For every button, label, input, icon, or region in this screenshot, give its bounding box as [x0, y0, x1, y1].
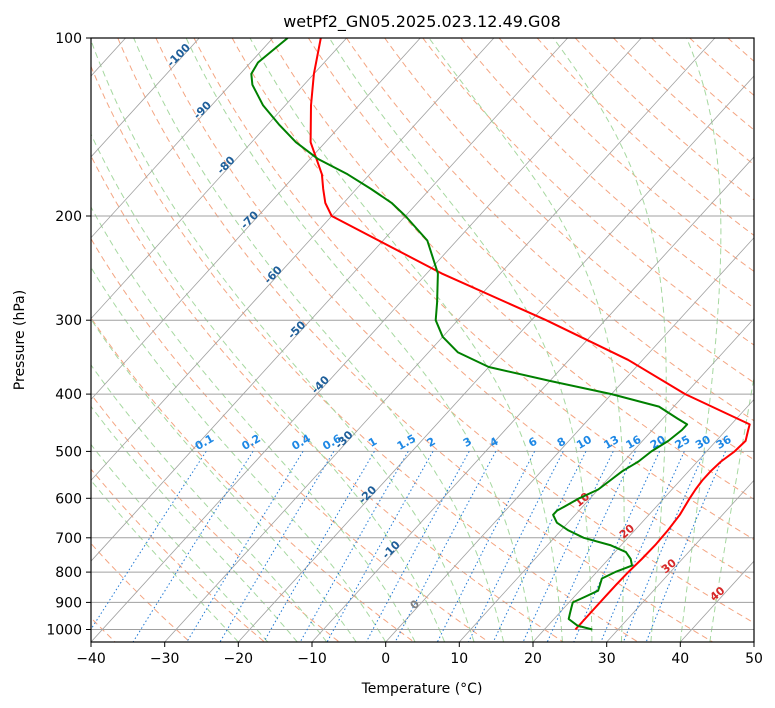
moist-adiabat-line [91, 405, 298, 642]
dry-adiabat-line [193, 38, 754, 582]
mixing-ratio-line [492, 451, 587, 642]
axes-ticks: −40 −30 −20 −10 0 10 20 30 40 50 100 200 300 400 500 60… [46, 31, 763, 667]
dry-adiabat-line [422, 38, 754, 346]
mixing-ratio-line [645, 451, 726, 642]
y-tick-label: 700 [55, 531, 82, 547]
moist-adiabat-line [552, 38, 667, 642]
isotherm-line [459, 317, 754, 642]
moist-adiabat-line [91, 364, 328, 642]
moist-adiabat-line [133, 38, 504, 642]
moist-adiabat-line [249, 38, 563, 642]
y-tick-label: 300 [55, 313, 82, 329]
moist-adiabat-line [185, 38, 534, 642]
dry-adiabat-line [117, 38, 713, 642]
temperature-profile-line [309, 38, 751, 631]
x-tick-label: −40 [76, 651, 106, 667]
moist-adiabat-line [91, 266, 387, 642]
x-tick-label: 30 [598, 651, 616, 667]
moist-adiabat-line [709, 374, 754, 642]
dry-adiabat-line [91, 154, 564, 642]
x-tick-label: 0 [381, 651, 390, 667]
y-tick-label: 500 [55, 444, 82, 460]
y-tick-label: 200 [55, 209, 82, 225]
moist-adiabat-line [91, 133, 446, 642]
chart-title: wetPf2_GN05.2025.023.12.49.G08 [283, 12, 561, 32]
y-tick-label: 800 [55, 565, 82, 581]
isotherm-line [91, 38, 274, 239]
x-axis-label: Temperature (°C) [361, 681, 483, 697]
y-tick-label: 1000 [46, 623, 82, 639]
dry-adiabat-line [91, 237, 489, 642]
mixing-ratio-line [326, 451, 434, 642]
dry-adiabat-line [91, 393, 340, 642]
y-axis-label: Pressure (hPa) [12, 290, 28, 390]
dry-adiabat-line [384, 38, 754, 384]
mixing-ratio-line [263, 451, 375, 642]
dry-adiabat-line [536, 38, 754, 237]
isotherm-line [385, 237, 754, 642]
y-tick-label: 100 [55, 31, 82, 47]
x-tick-label: −20 [224, 651, 254, 667]
isotherm-line [91, 38, 642, 642]
moist-adiabat-line [91, 318, 357, 642]
mixing-ratio-line [91, 451, 207, 631]
dry-adiabat-line [460, 38, 754, 309]
mixing-ratio-line [365, 451, 470, 642]
isotherm-line [532, 398, 754, 642]
mixing-ratio-line [394, 451, 497, 642]
y-tick-label: 600 [55, 491, 82, 507]
isotherm-line [91, 38, 347, 320]
isotherm-line [91, 38, 200, 158]
dry-adiabat-line [91, 65, 639, 642]
pressure-gridlines [91, 38, 754, 630]
dry-adiabat-line [91, 316, 415, 642]
mixing-ratio-line [299, 451, 409, 642]
dry-adiabat-line [155, 38, 754, 624]
y-tick-label: 400 [55, 387, 82, 403]
moist-adiabat-line [328, 38, 593, 642]
dry-adiabat-line [231, 38, 754, 541]
x-tick-label: 40 [671, 651, 689, 667]
dewpoint-profile-line [250, 38, 689, 631]
dry-adiabat-line [346, 38, 754, 422]
y-tick-label: 900 [55, 595, 82, 611]
mixing-ratio-line [600, 451, 685, 642]
isotherm-line [606, 479, 754, 642]
plot-frame [90, 37, 755, 643]
x-tick-label: 20 [524, 651, 542, 667]
isotherm-line [91, 38, 568, 562]
moist-adiabat-line [91, 38, 475, 642]
dry-adiabat-line [269, 38, 754, 500]
x-tick-label: −10 [297, 651, 327, 667]
mixing-ratio-line [622, 451, 706, 642]
mixing-ratio-line [186, 451, 304, 642]
isotherm-line [91, 38, 495, 481]
isotherm-line [91, 38, 421, 401]
x-tick-label: 10 [450, 651, 468, 667]
dry-adiabat-line [574, 38, 754, 201]
isotherm-line [164, 38, 716, 642]
x-tick-label: −30 [150, 651, 180, 667]
moist-adiabat-line [428, 38, 625, 642]
isotherms [91, 38, 754, 642]
sounding-profiles [250, 38, 751, 631]
moist-adiabat-line [679, 38, 722, 642]
mixing-ratio-line [546, 451, 636, 642]
mixing-ratio-line [219, 451, 335, 642]
isotherm-line [238, 75, 754, 642]
dry-adiabats [91, 38, 754, 642]
x-tick-label: 50 [745, 651, 763, 667]
mixing-ratio-line [132, 451, 254, 642]
